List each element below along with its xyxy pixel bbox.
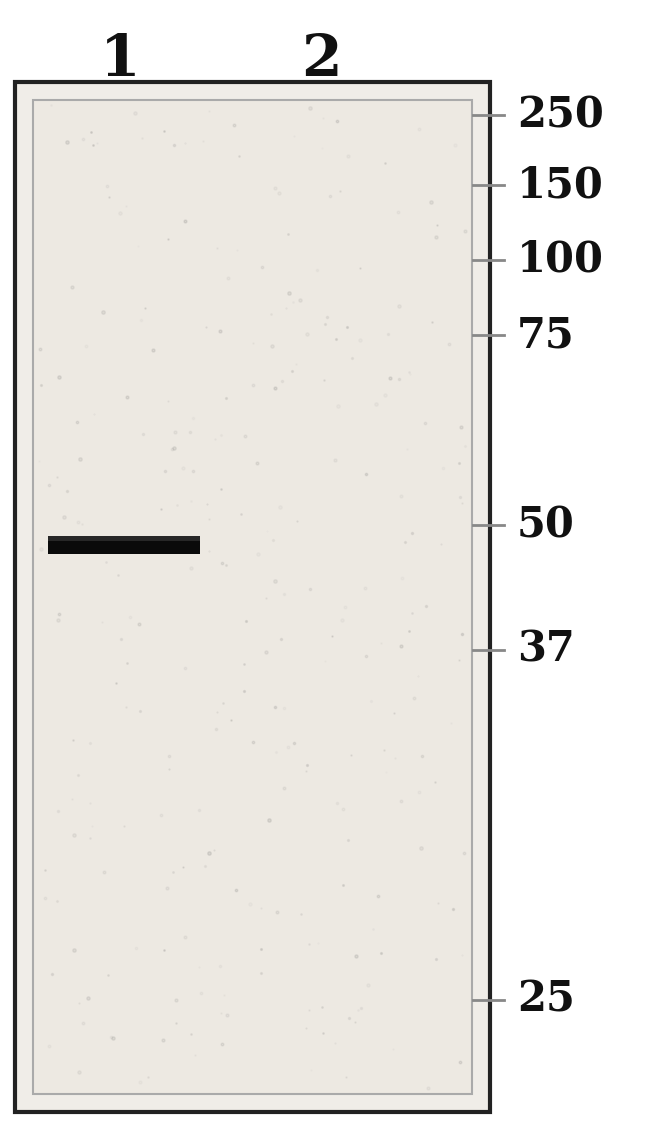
- Bar: [48, 536, 200, 554]
- Text: 150: 150: [517, 164, 604, 205]
- Text: 1: 1: [100, 32, 140, 88]
- Bar: [15, 82, 490, 1112]
- Bar: [15, 82, 490, 1112]
- Bar: [33, 100, 472, 1094]
- Bar: [48, 536, 200, 541]
- Text: 25: 25: [517, 979, 575, 1021]
- Bar: [33, 100, 472, 1094]
- Text: 37: 37: [517, 629, 575, 671]
- Text: 75: 75: [517, 314, 575, 356]
- Text: 50: 50: [517, 504, 575, 546]
- Text: 2: 2: [302, 32, 342, 88]
- Text: 250: 250: [517, 94, 604, 135]
- Text: 100: 100: [517, 239, 604, 281]
